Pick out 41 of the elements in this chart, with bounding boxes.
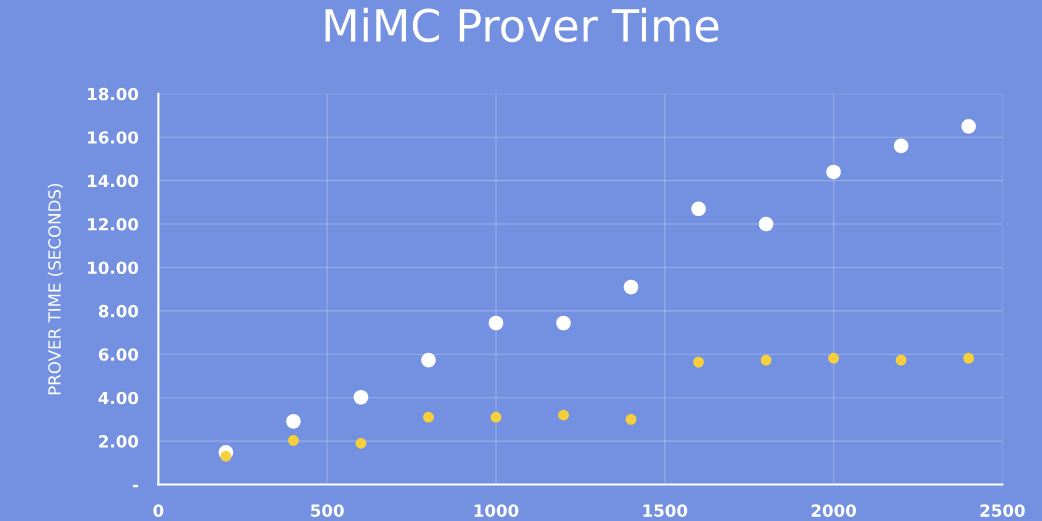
point — [556, 315, 571, 331]
point — [691, 201, 706, 217]
x-tick-label: 1500 — [643, 504, 688, 517]
point — [220, 450, 232, 462]
point — [488, 315, 504, 331]
point — [828, 352, 839, 364]
x-tick-label: 0 — [153, 504, 164, 517]
point — [893, 138, 909, 154]
x-tick-label: 2500 — [980, 504, 1025, 517]
point — [963, 352, 975, 364]
point — [758, 216, 774, 232]
y-tick-label: 4.00 — [98, 391, 139, 405]
point — [355, 437, 367, 449]
point — [760, 354, 772, 366]
y-tick-label: 12.00 — [88, 217, 139, 231]
y-tick-label: 10.00 — [88, 261, 139, 275]
x-tick-label: 2000 — [811, 504, 856, 517]
point — [693, 356, 704, 368]
point — [421, 352, 436, 368]
y-tick-label: 8.00 — [98, 304, 139, 318]
x-tick-label: 500 — [311, 504, 344, 517]
y-tick-label: 16.00 — [88, 131, 139, 144]
point — [961, 119, 976, 134]
point — [423, 411, 434, 423]
point — [826, 164, 841, 180]
point — [288, 435, 299, 446]
y-tick-label: 18.00 — [88, 87, 139, 101]
point — [286, 414, 301, 429]
y-tick-label: 2.00 — [99, 435, 139, 448]
y-tick-label: 6.00 — [98, 348, 139, 361]
x-tick-label: 1000 — [474, 504, 519, 517]
point — [558, 409, 569, 421]
chart-title: MiMC Prover Time — [325, 7, 719, 43]
point — [625, 414, 637, 425]
point — [490, 411, 502, 423]
y-axis-title: PROVER TIME (SECONDS) — [47, 183, 63, 395]
point — [895, 354, 907, 366]
point — [353, 389, 369, 405]
y-tick-label: - — [132, 484, 139, 488]
y-tick-label: 14.00 — [88, 174, 139, 188]
point — [623, 279, 639, 295]
